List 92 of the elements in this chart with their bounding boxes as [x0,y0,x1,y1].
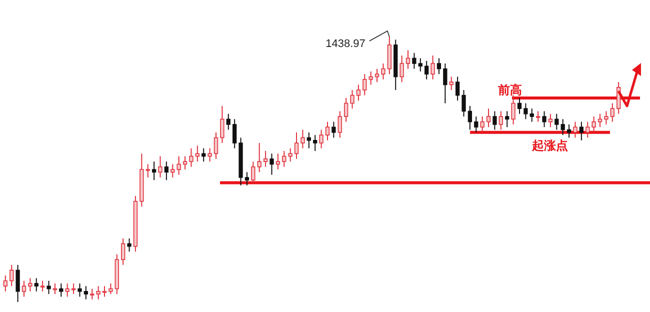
ref-line-label: 起涨点 [531,138,568,152]
candlestick [22,280,26,298]
candlestick [16,264,20,302]
candlestick [542,110,546,128]
candlestick [195,145,200,162]
candlestick [164,161,169,181]
candlestick [560,118,565,136]
candlestick [524,102,528,120]
candlestick [46,280,51,295]
candlestick [517,97,522,114]
candlestick [28,278,32,292]
candlestick [332,121,336,138]
candlestick [3,275,8,292]
candlestick [102,286,107,298]
candlestick [226,113,230,130]
candlestick [152,161,156,181]
candlestick [350,90,354,110]
candlestick [65,282,70,298]
candlestick [536,110,540,122]
candlestick [263,150,268,168]
candlestick [121,238,126,266]
candlestick [579,121,584,141]
candlestick [468,105,472,130]
candlestick [202,148,206,162]
candlestick [418,58,422,72]
candlestick [313,134,318,152]
candlestick [282,150,286,168]
candlestick [400,55,404,83]
candlestick [443,63,448,104]
ref-line-label: 前高 [497,82,522,97]
candlestick [374,68,380,83]
candlestick [474,116,478,133]
candlestick [127,238,132,252]
candlestick [604,110,608,125]
candlestick [573,121,578,138]
candlestick [158,156,162,178]
candlestick [356,84,361,102]
candlestick [232,118,237,149]
candlestick [176,156,181,176]
candlestick [276,153,280,170]
candlestick [492,110,497,130]
candlestick [84,286,88,300]
candlestick [511,94,516,125]
candlestick [338,110,342,138]
candlestick [146,164,150,178]
candlestick [387,36,392,75]
candlestick [554,113,559,130]
candlestick [40,280,45,292]
candlestick [108,282,113,295]
candlestick [90,288,94,300]
candlestick [462,90,466,117]
candlestick [78,282,82,298]
candlestick [257,142,262,173]
candlestick [208,148,212,162]
candlestick [288,148,292,162]
candlestick [319,129,324,149]
candlestick [436,58,442,75]
candlestick [362,74,367,96]
candlestick [486,108,491,128]
candlestick [381,63,386,80]
candlestick [498,110,503,130]
candlestick [300,129,305,149]
candlestick [325,121,330,141]
candlestick [182,156,188,170]
candlestick [592,116,596,133]
annotation: 1438.97 [326,38,366,50]
candlestick [566,124,572,138]
candlestick [449,76,454,90]
candlestick [368,70,373,86]
candlestick [412,52,416,70]
candlestick [189,148,194,168]
candlestick [344,97,348,122]
candlestick [430,55,435,80]
candlestick [244,172,250,186]
candlestick [214,132,218,160]
candlestick [294,132,299,160]
candlestick [424,60,429,80]
candlestick [505,110,510,128]
candlestick [170,164,175,178]
candlestick [59,282,64,298]
candlestick [406,50,410,70]
candlestick [34,278,38,292]
candlestick [455,76,460,102]
candlestick [586,121,590,138]
candlestick [530,108,534,122]
candlestick [251,161,256,184]
candlestick [10,264,14,287]
candlestick [480,116,484,133]
candlestick [270,153,274,176]
candlestick [96,286,100,300]
candlestick [220,105,224,144]
candlestick [610,102,614,122]
